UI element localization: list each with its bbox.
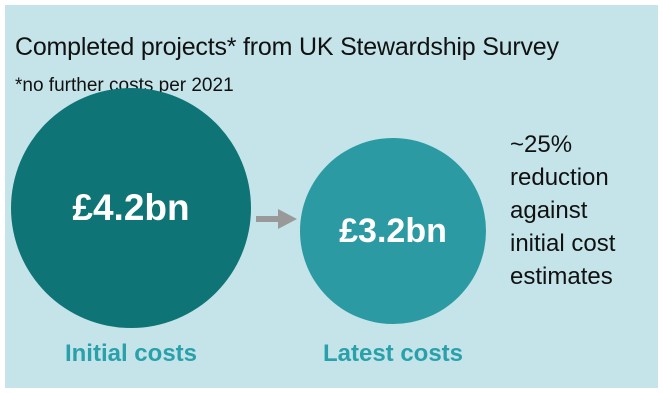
reduction-annotation: ~25% reduction against initial cost esti… <box>510 128 615 293</box>
value-label-initial: £4.2bn <box>72 187 190 228</box>
value-label-latest: £3.2bn <box>339 211 447 250</box>
right-arrow-icon <box>256 209 297 229</box>
annotation-line: initial cost <box>510 230 616 257</box>
annotation-line: against <box>510 197 588 224</box>
category-label-latest-costs: Latest costs <box>322 340 464 367</box>
chart-subtitle: *no further costs per 2021 <box>15 75 234 96</box>
annotation-line: estimates <box>510 263 613 290</box>
category-label-initial-costs: Initial costs <box>64 340 198 367</box>
annotation-line: ~25% <box>510 131 573 158</box>
bubble-latest-costs: £3.2bn <box>300 138 486 324</box>
chart-title: Completed projects* from UK Stewardship … <box>15 33 559 61</box>
annotation-line: reduction <box>510 164 609 191</box>
bubble-initial-costs: £4.2bn <box>11 88 251 328</box>
